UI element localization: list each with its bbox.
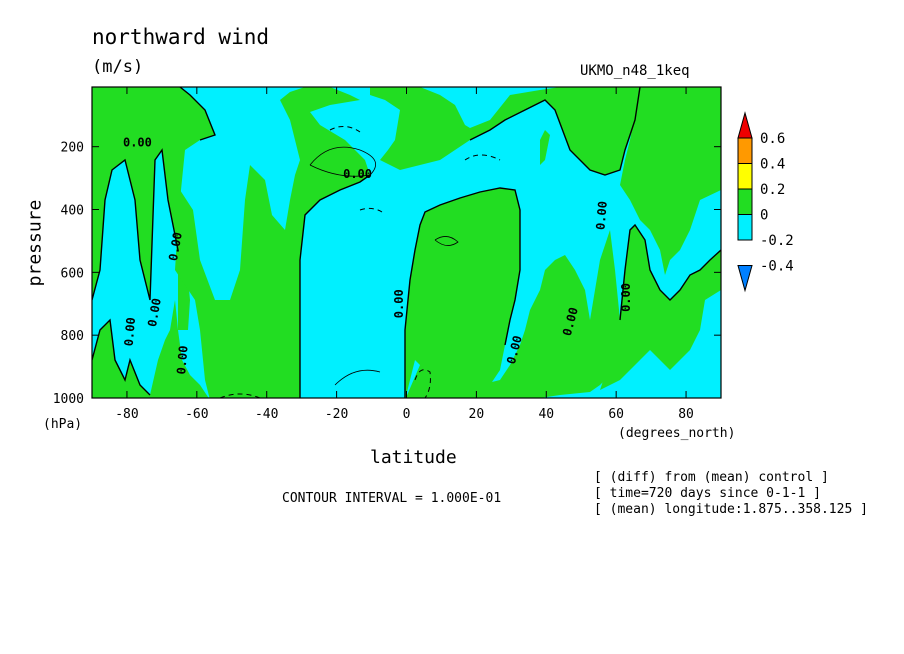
positive-region-southern-midlat — [175, 87, 370, 398]
plot-area: 0.00 0.00 0.00 0.00 0.00 0.00 0.00 0.00 0.00 0.00… — [92, 77, 721, 398]
colorbar-label: -0.2 — [760, 233, 794, 249]
thin-contour — [334, 369, 381, 386]
x-tick-label: 40 — [538, 407, 554, 422]
colorbar-label: 0.2 — [760, 182, 785, 198]
thin-contour — [309, 146, 377, 177]
colorbar-label: 0.6 — [760, 131, 785, 147]
colorbar-swatch — [737, 137, 753, 164]
y-tick-label: 200 — [61, 141, 84, 156]
positive-region-subtropical-north — [540, 130, 550, 165]
colorbar-label: 0 — [760, 208, 768, 224]
contour-label: 0.00 — [392, 289, 406, 318]
colorbar: 0.6 0.4 0.2 0 -0.2 -0.4 — [737, 111, 794, 293]
model-name: UKMO_n48_1keq — [580, 63, 690, 79]
positive-region-right-low — [600, 225, 721, 390]
y-tick-label: 800 — [61, 329, 84, 344]
contour-line — [619, 223, 721, 321]
x-tick-label: -80 — [115, 407, 138, 422]
contour-label: 0.00 — [619, 283, 633, 312]
x-tick-label: -40 — [255, 407, 278, 422]
dashed-contour — [464, 154, 501, 161]
x-tick-label: 60 — [608, 407, 624, 422]
x-axis-units: (degrees_north) — [618, 426, 736, 441]
y-tick-label: 1000 — [53, 392, 84, 407]
positive-region-upper-top — [370, 87, 721, 175]
info-line-1: [ (diff) from (mean) control ] — [594, 470, 829, 485]
contour-interval: CONTOUR INTERVAL = 1.000E-01 — [282, 491, 502, 506]
thin-contour — [434, 236, 459, 246]
contour-label: 0.00 — [343, 167, 372, 181]
positive-region-equatorial — [405, 188, 520, 398]
contour-label: 0.00 — [145, 297, 164, 328]
positive-region-tropics — [405, 230, 620, 398]
positive-contour-lines — [309, 146, 459, 386]
x-axis-label: latitude — [370, 447, 457, 468]
contour-line — [92, 318, 151, 396]
contour-label: 0.00 — [166, 231, 185, 262]
negative-contour-lines — [219, 126, 501, 398]
contour-line — [92, 148, 179, 301]
dashed-contour — [359, 207, 383, 213]
y-tick-label: 600 — [61, 266, 84, 281]
x-tick-label: 80 — [678, 407, 694, 422]
y-tick-label: 400 — [61, 204, 84, 219]
contour-line — [469, 87, 641, 176]
contour-lines — [92, 87, 721, 398]
y-axis-label: pressure — [24, 199, 46, 287]
y-axis-units: (hPa) — [43, 417, 83, 432]
x-axis: -80 -60 -40 -20 0 20 40 60 80 — [115, 87, 694, 422]
chart-units: (m/s) — [92, 57, 144, 77]
contour-line — [404, 187, 521, 398]
contour-line — [179, 87, 216, 141]
colorbar-swatch-top — [737, 111, 753, 139]
colorbar-label: 0.4 — [760, 157, 785, 173]
colorbar-swatch — [737, 188, 753, 215]
chart-title: northward wind — [92, 25, 270, 49]
contour-line — [299, 174, 371, 398]
colorbar-label: -0.4 — [760, 259, 794, 275]
contour-label: 0.00 — [333, 77, 362, 91]
contour-label: 0.00 — [593, 200, 609, 230]
dashed-contour — [414, 369, 431, 398]
contour-label: 0.00 — [122, 317, 138, 347]
x-tick-label: -20 — [325, 407, 348, 422]
y-axis: 200 400 600 800 1000 — [53, 141, 721, 407]
info-line-3: [ (mean) longitude:1.875..358.125 ] — [594, 502, 868, 517]
colorbar-swatch — [737, 214, 753, 241]
info-line-2: [ time=720 days since 0-1-1 ] — [594, 486, 821, 501]
dashed-contour — [219, 393, 261, 398]
x-tick-label: 20 — [469, 407, 485, 422]
colorbar-swatch — [737, 163, 753, 190]
x-tick-label: 0 — [403, 407, 411, 422]
dashed-contour — [329, 126, 361, 133]
contour-label: 0.00 — [174, 345, 190, 375]
colorbar-swatch-bottom — [737, 265, 753, 293]
positive-region-right-top — [620, 87, 721, 275]
contour-label: 0.00 — [123, 136, 152, 150]
positive-region-left-edge — [92, 87, 215, 398]
x-tick-label: -60 — [185, 407, 208, 422]
